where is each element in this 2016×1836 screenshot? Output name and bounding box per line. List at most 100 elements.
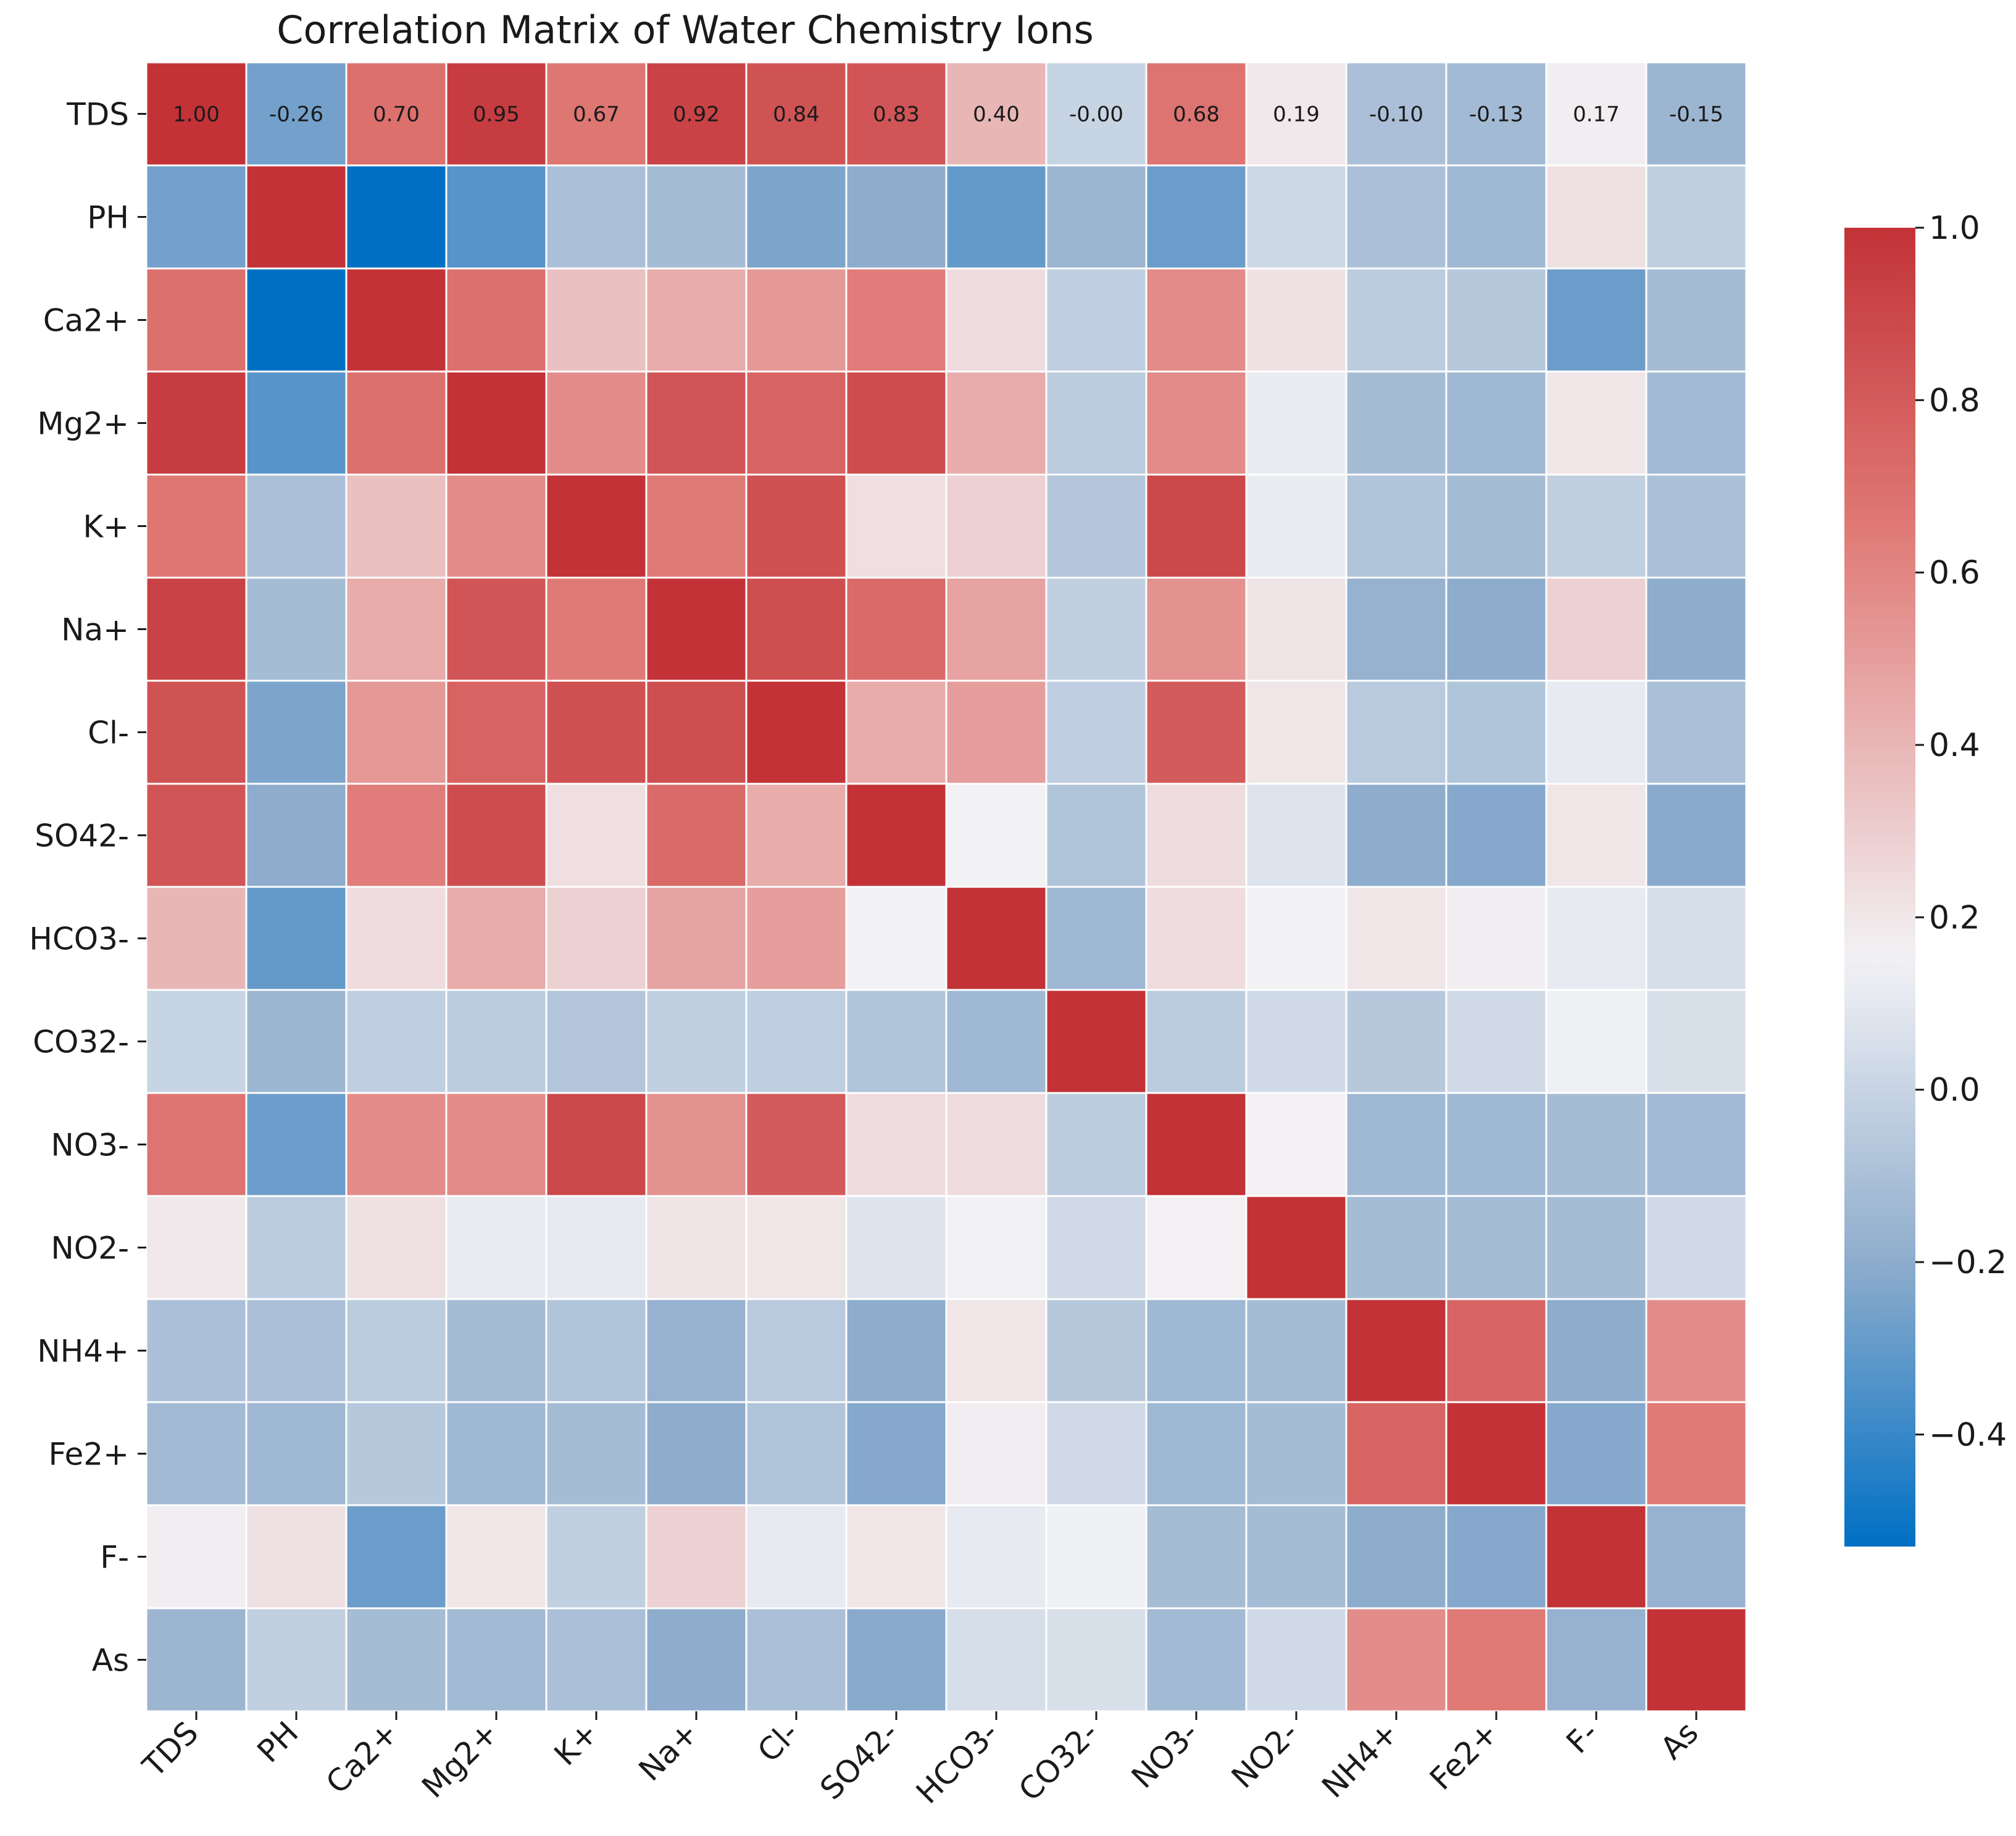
heatmap-cell-Ca2+-PH	[245, 267, 348, 373]
heatmap-cell-NH4+-NH4+	[1345, 1298, 1447, 1403]
heatmap-cell-As-NH4+	[1345, 1607, 1447, 1713]
heatmap-cell-TDS-As	[1645, 61, 1747, 167]
heatmap-cell-NH4+-Mg2+	[445, 1298, 548, 1403]
heatmap-cell-NO2--Fe2+	[1445, 1195, 1547, 1300]
cell-value-label: 1.00	[173, 102, 220, 127]
x-tick-label: Ca2+	[319, 1714, 405, 1800]
heatmap-cell-NH4+-F-	[1545, 1298, 1647, 1403]
x-tick-label: As	[1654, 1714, 1706, 1766]
heatmap-cell-CO32--CO32-	[1045, 989, 1148, 1094]
heatmap-cell-As-NO3-	[1145, 1607, 1248, 1713]
heatmap-cell-As-Mg2+	[445, 1607, 548, 1713]
heatmap-cell-F--K+	[545, 1504, 648, 1610]
heatmap-cell-Na+-NH4+	[1345, 576, 1447, 682]
heatmap-cell-HCO3--TDS	[145, 886, 248, 991]
heatmap-cell-K+-NO2-	[1245, 473, 1347, 579]
heatmap-cell-K+-K+	[545, 473, 648, 579]
heatmap-cell-K+-Fe2+	[1445, 473, 1547, 579]
x-tick-label: CO32-	[1012, 1714, 1105, 1808]
colorbar-tick-label: −0.4	[1929, 1416, 2007, 1453]
heatmap-cell-Na+-SO42-	[845, 576, 948, 682]
heatmap-cell-K+-PH	[245, 473, 348, 579]
heatmap-cell-F--Ca2+	[345, 1504, 448, 1610]
heatmap-cell-K+-F-	[1545, 473, 1647, 579]
x-tick-label: K+	[548, 1714, 606, 1772]
heatmap-cell-CO32--Na+	[645, 989, 748, 1094]
heatmap-cell-NH4+-NO2-	[1245, 1298, 1347, 1403]
heatmap-cell-PH-TDS	[145, 164, 248, 270]
y-tick-label: SO42-	[35, 818, 129, 854]
heatmap-cell-CO32--Ca2+	[345, 989, 448, 1094]
heatmap-cell-F--F-	[1545, 1504, 1647, 1610]
heatmap-cell-SO42--TDS	[145, 783, 248, 888]
heatmap-cell-CO32--SO42-	[845, 989, 948, 1094]
colorbar-tick-label: 0.4	[1929, 727, 1980, 764]
x-tick-label: Na+	[632, 1714, 706, 1788]
heatmap-cell-Cl--As	[1645, 679, 1747, 785]
heatmap-cell-HCO3--NO2-	[1245, 886, 1347, 991]
heatmap-cell-SO42--Na+	[645, 783, 748, 888]
heatmap-cell-NO2--PH	[245, 1195, 348, 1300]
heatmap-cell-CO32--Mg2+	[445, 989, 548, 1094]
heatmap-cell-Fe2+-Mg2+	[445, 1401, 548, 1506]
colorbar-tick-label: 0.6	[1929, 555, 1980, 592]
heatmap-cell-F--CO32-	[1045, 1504, 1148, 1610]
heatmap-cell-Na+-F-	[1545, 576, 1647, 682]
heatmap-cell-Cl--PH	[245, 679, 348, 785]
heatmap-cell-TDS-Fe2+	[1445, 61, 1547, 167]
heatmap-cell-Na+-PH	[245, 576, 348, 682]
heatmap-cell-Na+-K+	[545, 576, 648, 682]
heatmap-cell-Mg2+-PH	[245, 370, 348, 476]
heatmap-cell-CO32--Cl-	[745, 989, 848, 1094]
heatmap-cell-Ca2+-SO42-	[845, 267, 948, 373]
heatmap-cell-Na+-Ca2+	[345, 576, 448, 682]
heatmap-cell-SO42--PH	[245, 783, 348, 888]
heatmap-cell-Fe2+-HCO3-	[945, 1401, 1048, 1506]
heatmap-cell-SO42--SO42-	[845, 783, 948, 888]
cell-value-label: 0.17	[1573, 102, 1620, 127]
heatmap-cell-TDS-Na+	[645, 61, 748, 167]
y-tick-label: TDS	[66, 97, 129, 133]
heatmap-cell-HCO3--Mg2+	[445, 886, 548, 991]
colorbar-scale	[1844, 228, 1915, 1547]
heatmap-cell-NO3--Ca2+	[345, 1092, 448, 1197]
heatmap-cell-Cl--F-	[1545, 679, 1647, 785]
y-tick-label: F-	[100, 1540, 129, 1576]
cell-value-label: -0.26	[269, 102, 323, 127]
heatmap-cell-Fe2+-K+	[545, 1401, 648, 1506]
heatmap-cell-PH-SO42-	[845, 164, 948, 270]
heatmap-cell-Cl--NO2-	[1245, 679, 1347, 785]
x-tick-label: Cl-	[751, 1714, 805, 1769]
heatmap-cell-Fe2+-NO2-	[1245, 1401, 1347, 1506]
heatmap-cell-CO32--F-	[1545, 989, 1647, 1094]
heatmap-cell-Na+-Mg2+	[445, 576, 548, 682]
heatmap-cell-CO32--TDS	[145, 989, 248, 1094]
heatmap-cell-PH-Na+	[645, 164, 748, 270]
heatmap-cell-F--As	[1645, 1504, 1747, 1610]
heatmap-cell-NO3--Mg2+	[445, 1092, 548, 1197]
heatmap-cell-NO2--As	[1645, 1195, 1747, 1300]
heatmap-cell-HCO3--Cl-	[745, 886, 848, 991]
heatmap-cell-NH4+-CO32-	[1045, 1298, 1148, 1403]
cell-value-label: -0.00	[1069, 102, 1123, 127]
heatmap-cell-NH4+-TDS	[145, 1298, 248, 1403]
y-tick-label: Fe2+	[49, 1437, 130, 1473]
heatmap-cell-Fe2+-SO42-	[845, 1401, 948, 1506]
heatmap-cell-K+-NH4+	[1345, 473, 1447, 579]
heatmap-cell-Mg2+-SO42-	[845, 370, 948, 476]
heatmap-cell-CO32--K+	[545, 989, 648, 1094]
heatmap-cell-NO2--Na+	[645, 1195, 748, 1300]
heatmap-cell-HCO3--SO42-	[845, 886, 948, 991]
heatmap-cell-Cl--Mg2+	[445, 679, 548, 785]
heatmap-cell-CO32--NO2-	[1245, 989, 1347, 1094]
heatmap-cell-Cl--CO32-	[1045, 679, 1148, 785]
heatmap-cell-TDS-CO32-	[1045, 61, 1148, 167]
heatmap-cell-As-TDS	[145, 1607, 248, 1713]
heatmap-cell-CO32--PH	[245, 989, 348, 1094]
cell-value-label: -0.10	[1369, 102, 1423, 127]
heatmap-cell-As-Cl-	[745, 1607, 848, 1713]
y-tick-label: Mg2+	[37, 406, 129, 442]
heatmap-cell-NO2--CO32-	[1045, 1195, 1148, 1300]
heatmap-cell-As-CO32-	[1045, 1607, 1148, 1713]
heatmap-cell-K+-TDS	[145, 473, 248, 579]
